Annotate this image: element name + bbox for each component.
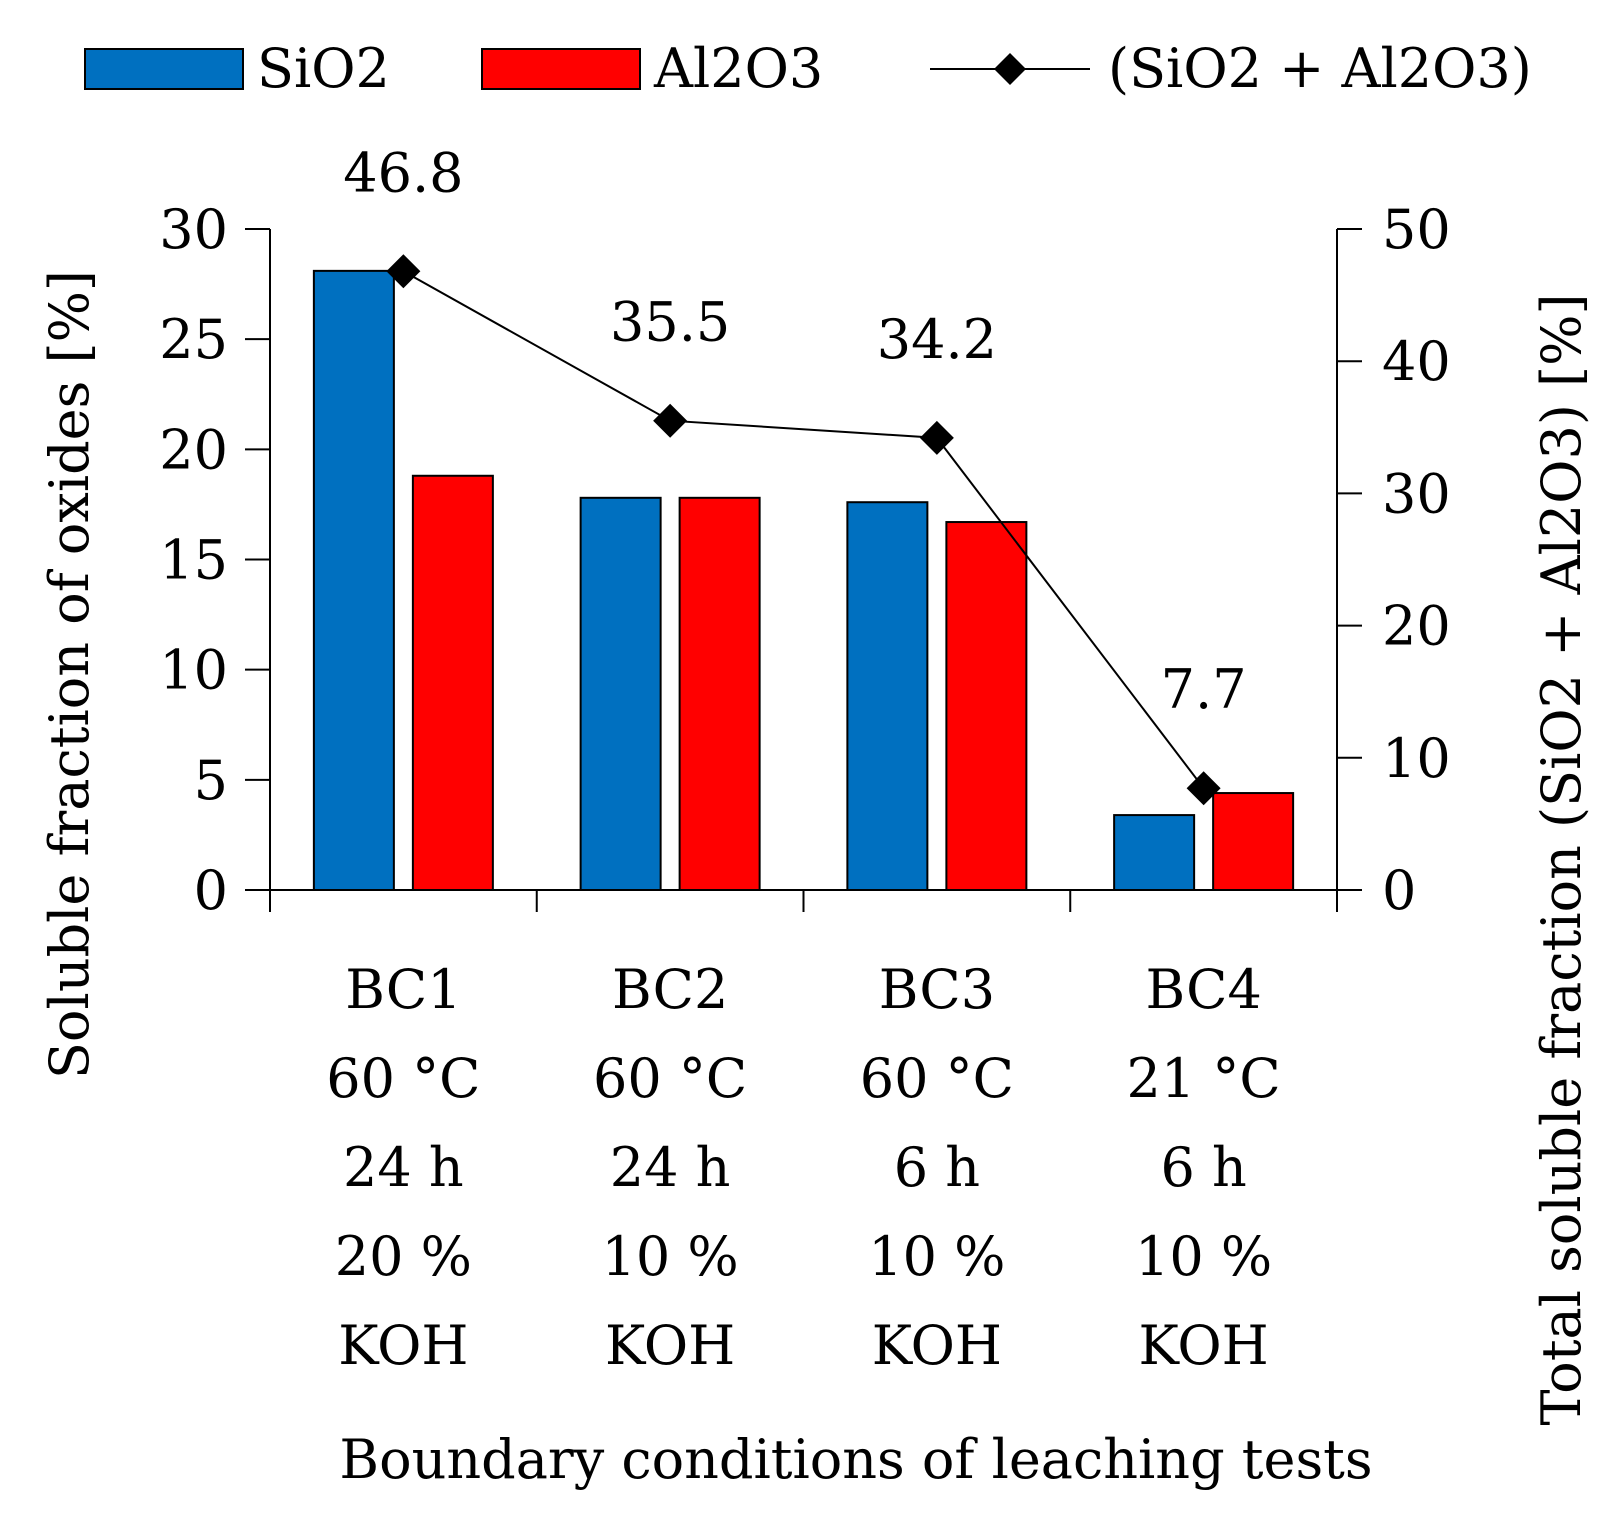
legend-swatch-sio2 (84, 48, 244, 90)
category-label-line: 6 h (1160, 1136, 1246, 1199)
category-label-line: BC4 (1145, 958, 1261, 1021)
category-label-line: 24 h (343, 1136, 464, 1199)
line-series (386, 254, 1221, 806)
category-label-line: BC2 (612, 958, 728, 1021)
bar-sio2-1 (312, 269, 395, 891)
labels: 46.8 35.5 34.2 7.7 BC1 60 °C 24 h 20 % KOH BC2 60 … (326, 141, 1280, 1377)
bars (312, 269, 1295, 892)
y-tick-label-left: 25 (159, 308, 228, 371)
data-label-total-1: 46.8 (343, 141, 463, 204)
legend-swatch-total-marker (994, 53, 1026, 85)
marker-total-1 (386, 254, 421, 289)
bar-al2o3-2 (678, 496, 761, 891)
marker-total-3 (919, 420, 954, 455)
y-tick-label-left: 5 (194, 749, 228, 812)
marker-total-2 (653, 403, 688, 438)
marker-total-4 (1186, 771, 1221, 806)
y-tick-label-right: 40 (1382, 330, 1451, 393)
legend-swatch-al2o3 (481, 48, 641, 90)
bar-sio2-2 (579, 496, 662, 891)
y-tick-label-right: 30 (1382, 462, 1451, 525)
category-label-line: KOH (1138, 1314, 1268, 1377)
category-label-line: 20 % (335, 1225, 472, 1288)
x-axis-title: Boundary conditions of leaching tests (339, 1428, 1372, 1491)
category-label-line: 60 °C (860, 1047, 1014, 1110)
legend-label-sio2: SiO2 (257, 37, 390, 100)
y-tick-label-right: 0 (1382, 859, 1416, 922)
y-axis-title-left: Soluble fraction of oxides [%] (38, 270, 101, 1079)
category-label-2: BC2 60 °C 24 h 10 % KOH (593, 958, 747, 1377)
category-label-line: 10 % (1135, 1225, 1272, 1288)
y-tick-label-left: 10 (159, 639, 228, 702)
category-label-line: 6 h (894, 1136, 980, 1199)
y-tick-label-left: 30 (159, 198, 228, 261)
legend-label-al2o3: Al2O3 (653, 37, 823, 100)
legend: SiO2 Al2O3 (SiO2 + Al2O3) (84, 37, 1532, 100)
axes: 0 5 10 15 20 25 30 0 10 20 30 40 50 Soluble fraction … (38, 198, 1593, 1491)
category-label-line: 24 h (610, 1136, 731, 1199)
y-tick-label-right: 10 (1382, 727, 1451, 790)
category-label-line: BC1 (345, 958, 461, 1021)
y-tick-label-left: 20 (159, 418, 228, 481)
bar-sio2-3 (846, 501, 929, 891)
bar-al2o3-1 (411, 474, 494, 891)
category-label-line: KOH (338, 1314, 468, 1377)
category-label-3: BC3 60 °C 6 h 10 % KOH (860, 958, 1014, 1377)
category-label-line: 10 % (868, 1225, 1005, 1288)
data-label-total-2: 35.5 (610, 291, 730, 354)
bar-al2o3-4 (1212, 792, 1295, 892)
category-label-line: KOH (872, 1314, 1002, 1377)
category-label-line: 60 °C (593, 1047, 747, 1110)
data-label-total-4: 7.7 (1161, 658, 1247, 721)
legend-label-total: (SiO2 + Al2O3) (1108, 37, 1532, 100)
y-tick-label-left: 0 (194, 859, 228, 922)
category-label-line: 21 °C (1127, 1047, 1281, 1110)
data-label-total-3: 34.2 (877, 308, 997, 371)
series-line-total (402, 270, 1205, 789)
y-axis-title-right: Total soluble fraction (SiO2 + Al2O3) [%… (1530, 293, 1593, 1425)
category-label-1: BC1 60 °C 24 h 20 % KOH (326, 958, 480, 1377)
category-label-4: BC4 21 °C 6 h 10 % KOH (1127, 958, 1281, 1377)
category-label-line: 10 % (602, 1225, 739, 1288)
category-label-line: KOH (605, 1314, 735, 1377)
bar-al2o3-3 (945, 521, 1028, 891)
y-tick-label-left: 15 (159, 529, 228, 592)
y-tick-label-right: 20 (1382, 595, 1451, 658)
y-tick-label-right: 50 (1382, 198, 1451, 261)
category-label-line: BC3 (879, 958, 995, 1021)
category-label-line: 60 °C (326, 1047, 480, 1110)
bar-sio2-4 (1113, 814, 1196, 891)
